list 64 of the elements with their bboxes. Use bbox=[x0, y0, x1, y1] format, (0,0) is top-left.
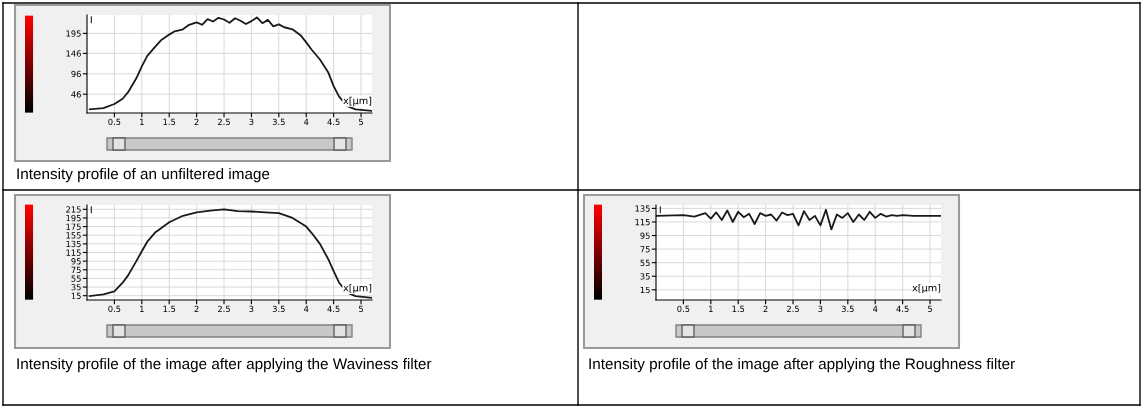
x-tick-label: 3.5 bbox=[841, 305, 854, 313]
x-tick-label: 2.5 bbox=[218, 305, 230, 313]
text: Intensity profile of the image after applying the Waviness filter bbox=[17, 358, 432, 373]
x-tick-label: 2.5 bbox=[787, 305, 799, 313]
y-tick-label: 55 bbox=[640, 259, 650, 266]
x-tick-label: 3 bbox=[249, 305, 254, 313]
x-tick-label: 4.5 bbox=[327, 118, 340, 126]
x-tick-label: 2 bbox=[763, 305, 768, 312]
x-tick-label: 3.5 bbox=[272, 118, 285, 126]
x-tick-label: 0.5 bbox=[108, 118, 121, 126]
x-tick-label: 5 bbox=[928, 305, 932, 313]
text: Intensity profile of the image after applying the Roughness filter bbox=[589, 358, 1015, 373]
x-tick-label: 3 bbox=[249, 118, 254, 126]
y-tick-label: 46 bbox=[71, 91, 81, 98]
line-series bbox=[88, 16, 372, 112]
y-tick-label: 15 bbox=[640, 286, 650, 294]
line-series bbox=[656, 208, 941, 231]
y-tick-label: 115 bbox=[635, 219, 650, 226]
x-tick-label: 4 bbox=[303, 305, 309, 312]
y-tick-label: 75 bbox=[71, 266, 81, 274]
y-axis-title: I bbox=[659, 206, 661, 214]
y-tick-label: 35 bbox=[71, 284, 81, 291]
y-tick-label: 135 bbox=[66, 240, 81, 248]
x-tick-label: 5 bbox=[359, 118, 363, 126]
x-tick-label: 1 bbox=[140, 118, 144, 125]
x-axis-title: x[µm] bbox=[912, 283, 941, 294]
y-tick-label: 146 bbox=[66, 50, 81, 57]
y-tick-label: 55 bbox=[71, 275, 81, 282]
y-tick-label: 195 bbox=[66, 214, 81, 222]
x-tick-label: 1.5 bbox=[732, 305, 745, 313]
y-tick-label: 215 bbox=[66, 206, 81, 213]
x-tick-label: 4 bbox=[303, 118, 309, 125]
y-tick-label: 95 bbox=[71, 258, 81, 265]
x-tick-label: 2.5 bbox=[218, 118, 230, 126]
x-tick-label: 4.5 bbox=[327, 305, 340, 313]
x-tick-label: 0.5 bbox=[108, 305, 121, 313]
y-tick-label: 115 bbox=[66, 249, 81, 256]
x-tick-label: 1 bbox=[140, 305, 144, 312]
text: Intensity profile of an unfiltered image bbox=[17, 168, 270, 183]
x-tick-label: 2 bbox=[194, 118, 199, 125]
y-tick-label: 95 bbox=[640, 232, 650, 239]
x-axis-title: x[µm] bbox=[343, 96, 372, 107]
x-axis-title: x[µm] bbox=[343, 283, 372, 294]
x-tick-label: 1 bbox=[709, 305, 713, 312]
x-tick-label: 0.5 bbox=[677, 305, 690, 313]
x-tick-label: 3.5 bbox=[272, 305, 285, 313]
x-tick-label: 4.5 bbox=[896, 305, 909, 313]
y-tick-label: 155 bbox=[66, 232, 81, 239]
y-tick-label: 135 bbox=[635, 205, 650, 212]
x-tick-label: 1.5 bbox=[163, 305, 176, 313]
y-tick-label: 15 bbox=[71, 292, 81, 299]
x-tick-label: 3 bbox=[818, 305, 823, 313]
y-axis-title: I bbox=[90, 206, 92, 214]
x-tick-label: 1.5 bbox=[163, 118, 176, 126]
x-tick-label: 4 bbox=[872, 305, 878, 312]
x-tick-label: 2 bbox=[194, 305, 199, 312]
y-tick-label: 175 bbox=[66, 223, 81, 230]
x-tick-label: 5 bbox=[359, 305, 363, 313]
y-axis-title: I bbox=[90, 16, 92, 24]
y-tick-label: 96 bbox=[71, 70, 81, 78]
y-tick-label: 195 bbox=[66, 30, 81, 37]
y-tick-label: 75 bbox=[640, 246, 650, 253]
y-tick-label: 35 bbox=[640, 273, 650, 280]
line-series bbox=[88, 208, 372, 299]
